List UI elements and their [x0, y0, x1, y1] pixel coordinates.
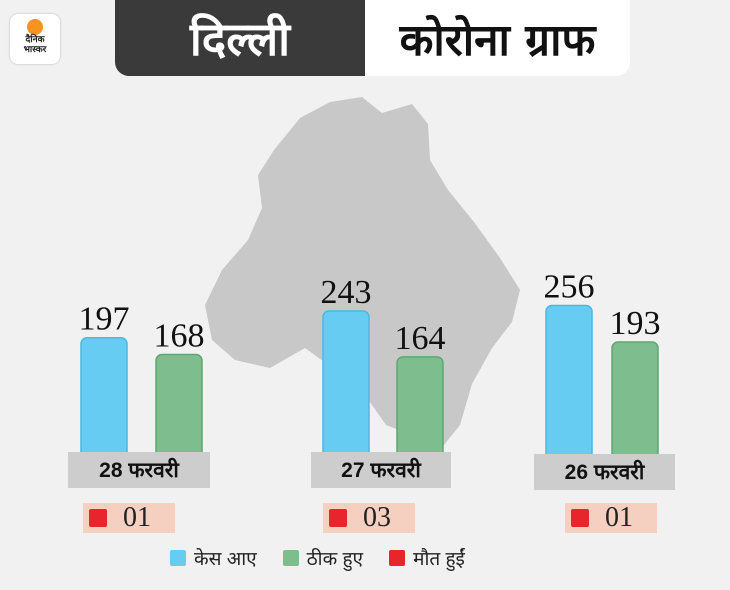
recovered-bar-2 — [396, 356, 444, 461]
cases-bar-3 — [545, 304, 593, 463]
death-marker-icon — [329, 509, 347, 527]
cases-bar-1 — [80, 336, 128, 461]
death-marker-icon — [571, 509, 589, 527]
death-count-3: 01 — [565, 502, 657, 533]
legend-item-cases: केस आए — [170, 545, 257, 571]
title-banner: दिल्ली कोरोना ग्राफ — [115, 0, 630, 76]
chart-legend: केस आए ठीक हुए मौत हुईं — [170, 543, 465, 573]
cases-swatch-icon — [170, 550, 186, 566]
title-subject: कोरोना ग्राफ — [365, 0, 630, 76]
cases-bar-2 — [322, 310, 370, 461]
legend-label-recovered: ठीक हुए — [306, 549, 364, 570]
deaths-swatch-icon — [389, 550, 406, 566]
legend-label-cases: केस आए — [194, 549, 257, 570]
cases-value-label-3: 256 — [544, 269, 595, 306]
death-value: 01 — [123, 502, 151, 533]
cases-value-label-2: 243 — [321, 274, 372, 311]
title-city: दिल्ली — [115, 0, 365, 76]
sun-icon — [27, 19, 43, 35]
death-value: 01 — [605, 502, 633, 533]
date-label-3: 26 फरवरी — [534, 454, 675, 490]
recovered-bar-1 — [155, 353, 203, 461]
dainik-bhaskar-logo: दैनिक भास्कर — [10, 14, 60, 64]
death-value: 03 — [363, 502, 391, 533]
date-label-1: 28 फरवरी — [68, 452, 210, 488]
death-count-2: 03 — [323, 502, 415, 533]
recovered-value-label-1: 168 — [154, 318, 205, 355]
logo-line-2: भास्कर — [23, 45, 47, 55]
recovered-swatch-icon — [282, 550, 299, 566]
legend-item-deaths: मौत हुईं — [389, 545, 465, 571]
death-marker-icon — [89, 509, 107, 527]
logo-line-1: दैनिक — [25, 35, 45, 45]
death-count-1: 01 — [83, 502, 175, 533]
recovered-value-label-2: 164 — [395, 320, 446, 357]
legend-item-recovered: ठीक हुए — [282, 545, 364, 571]
recovered-bar-3 — [611, 341, 659, 463]
date-label-2: 27 फरवरी — [311, 452, 451, 488]
legend-label-deaths: मौत हुईं — [413, 549, 465, 570]
cases-value-label-1: 197 — [79, 301, 130, 338]
recovered-value-label-3: 193 — [610, 305, 661, 342]
